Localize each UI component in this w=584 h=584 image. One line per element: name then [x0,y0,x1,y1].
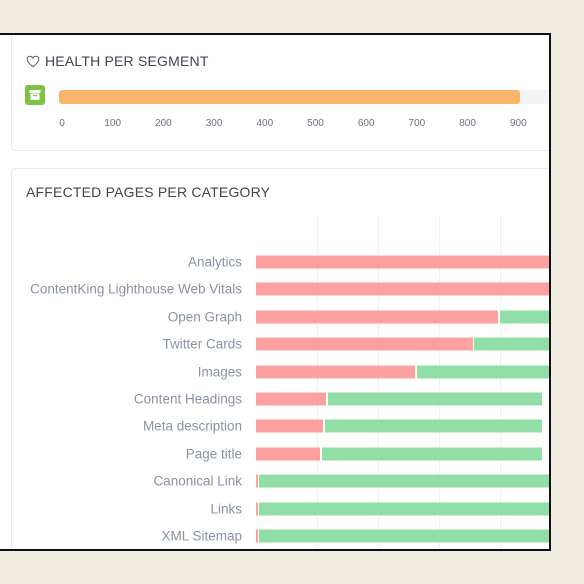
archive-icon-glyph [29,90,41,100]
category-bar[interactable] [256,255,549,269]
heart-outline-icon [26,55,40,67]
category-bar[interactable] [256,419,549,433]
bar-segment-issues[interactable] [256,392,327,406]
affected-pages-chart: Analytics ContentKing Lighthouse Web Vita… [12,169,549,549]
bar-segment-issues[interactable] [256,474,258,488]
axis-tick-label: 400 [256,118,274,129]
axis-tick-label: 800 [459,118,476,129]
category-label[interactable]: XML Sitemap [161,528,242,544]
bar-segment-ok[interactable] [259,474,549,488]
bar-segment-issues[interactable] [256,310,499,324]
category-bar[interactable] [256,337,549,351]
category-bar[interactable] [256,282,549,296]
bar-segment-ok[interactable] [327,392,542,406]
bar-segment-issues[interactable] [256,529,258,543]
category-label[interactable]: Page title [185,446,242,462]
category-label[interactable]: Analytics [187,254,242,270]
category-label[interactable]: ContentKing Lighthouse Web Vitals [30,281,242,297]
category-bar[interactable] [256,365,549,379]
axis-tick-label: 100 [104,118,122,129]
bar-segment-ok[interactable] [416,365,549,379]
bar-segment-ok[interactable] [259,502,549,516]
bar-segment-issues[interactable] [256,502,258,516]
category-bar[interactable] [256,310,549,324]
affected-pages-title: AFFECTED PAGES PER CATEGORY [26,184,271,200]
axis-tick-label: 300 [205,118,223,129]
gridline [500,215,501,549]
category-label[interactable]: Canonical Link [153,473,242,489]
bar-segment-issues[interactable] [256,365,416,379]
bar-segment-ok[interactable] [499,310,549,324]
category-label[interactable]: Twitter Cards [162,336,242,352]
dashboard-panel: HEALTH PER SEGMENT 0 100 200 300 400 500 600 70… [0,33,551,551]
category-bar[interactable] [256,529,549,543]
category-label[interactable]: Images [197,364,242,380]
bar-segment-ok[interactable] [321,447,542,461]
bar-segment-ok[interactable] [259,529,549,543]
archive-icon[interactable] [25,85,45,105]
category-label[interactable]: Open Graph [167,309,242,325]
health-per-segment-title: HEALTH PER SEGMENT [26,53,209,69]
segment-health-bar-fill[interactable] [59,90,521,104]
bar-segment-ok[interactable] [324,419,542,433]
health-per-segment-label: HEALTH PER SEGMENT [45,53,209,69]
category-bar[interactable] [256,447,549,461]
gridline [439,215,440,549]
gridline [378,215,379,549]
gridline [317,215,318,549]
category-label[interactable]: Meta description [142,418,242,434]
bar-segment-issues[interactable] [256,282,549,296]
axis-tick-label: 0 [59,118,65,129]
category-label[interactable]: Links [210,501,242,517]
axis-tick-label: 200 [155,118,172,129]
category-bar[interactable] [256,474,549,488]
bar-segment-issues[interactable] [256,255,549,269]
axis-tick-label: 600 [357,118,375,129]
category-bar[interactable] [256,502,549,516]
bar-segment-issues[interactable] [256,419,324,433]
axis-tick-label: 900 [509,118,527,129]
segment-health-bar-track [59,90,549,104]
bar-segment-ok[interactable] [474,337,549,351]
category-label[interactable]: Content Headings [133,391,242,407]
bar-segment-issues[interactable] [256,337,473,351]
axis-tick-label: 700 [408,118,426,129]
health-per-segment-card: HEALTH PER SEGMENT 0 100 200 300 400 500 600 70… [11,35,549,151]
axis-tick-label: 500 [307,118,324,129]
bar-segment-issues[interactable] [256,447,320,461]
affected-pages-card: AFFECTED PAGES PER CATEGORY Analytics Con… [11,168,549,549]
category-bar[interactable] [256,392,549,406]
